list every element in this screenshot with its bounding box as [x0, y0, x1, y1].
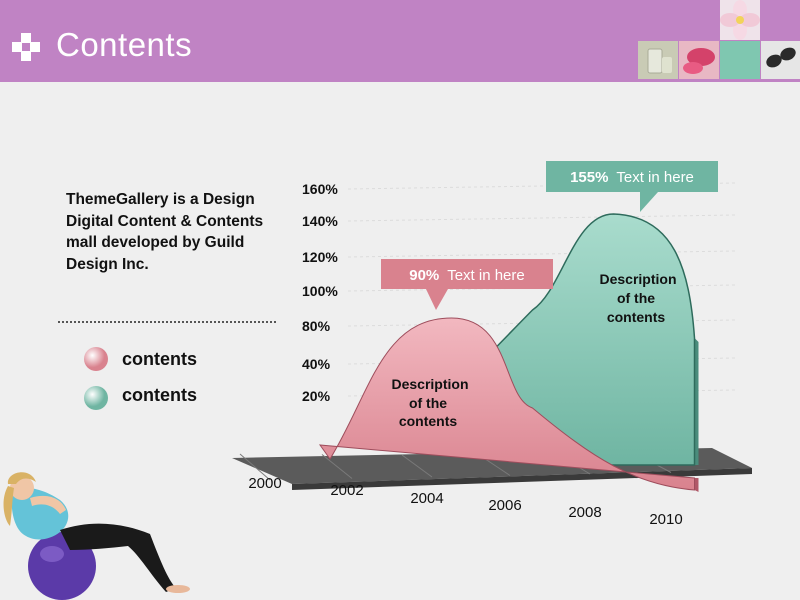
x-tick-label: 2004: [410, 490, 443, 507]
floor-gridline: [401, 454, 433, 478]
x-tick-label: 2000: [248, 475, 281, 492]
callout-teal-value: 155%: [570, 169, 608, 186]
gridline: [347, 250, 736, 258]
callout-teal: 155% Text in here: [546, 161, 718, 212]
floor-gridline: [321, 454, 353, 479]
fruit-photo-icon: [679, 41, 719, 79]
annotation-pink-line-1: Description: [391, 376, 468, 392]
gridline: [347, 214, 736, 222]
y-tick-label: 120%: [302, 249, 338, 265]
flower-photo-icon: [720, 0, 760, 40]
fitness-woman-illustration: [3, 472, 190, 600]
annotation-pink-line-2: of the: [409, 395, 447, 411]
legend-marker-pink: [84, 347, 108, 371]
legend-marker-teal: [84, 386, 108, 410]
legend-label-teal: contents: [122, 385, 198, 405]
y-tick-label: 140%: [302, 213, 338, 229]
legend-label-pink: contents: [122, 349, 198, 369]
y-tick-label: 100%: [302, 283, 338, 299]
callout-pink-box: [381, 259, 553, 310]
series-pink-side: [694, 478, 699, 492]
annotation-teal-line-2: of the: [617, 290, 655, 306]
teal-square-icon: [720, 41, 760, 79]
callout-teal-box: [546, 161, 718, 212]
annotation-teal-line-3: contents: [607, 309, 666, 325]
annotation-teal: Description of the contents: [599, 271, 676, 325]
sunglasses-photo-icon: [761, 41, 800, 79]
drink-glass-photo-icon: [638, 41, 678, 79]
series-teal-side: [694, 338, 699, 465]
y-tick-label: 80%: [302, 318, 331, 334]
x-tick-label: 2010: [649, 511, 682, 528]
x-tick-label: 2008: [568, 504, 601, 521]
intro-paragraph: ThemeGallery is a Design Digital Content…: [66, 191, 264, 273]
annotation-pink: Description of the contents: [391, 376, 468, 429]
dotted-divider: [58, 321, 276, 323]
callout-pink-value: 90%: [409, 267, 439, 284]
gridline: [347, 182, 736, 190]
y-tick-label: 160%: [302, 181, 338, 197]
plus-cross-icon: [12, 33, 40, 61]
callout-teal-text: Text in here: [616, 169, 694, 186]
header-bar: Contents: [0, 0, 800, 82]
callout-pink: 90% Text in here: [381, 259, 553, 310]
callout-pink-text: Text in here: [447, 267, 525, 284]
annotation-teal-line-1: Description: [599, 271, 676, 287]
x-tick-label: 2002: [330, 482, 363, 499]
y-tick-label: 20%: [302, 388, 331, 404]
floor-gridline: [239, 453, 271, 481]
x-tick-label: 2006: [488, 497, 521, 514]
svg-text:155% Text in here: 155% Text in here: [570, 169, 694, 186]
series-teal-area: [470, 213, 696, 466]
series-pink-area: [318, 317, 695, 491]
page-title: Contents: [56, 26, 193, 63]
annotation-pink-line-3: contents: [399, 413, 458, 429]
y-tick-label: 40%: [302, 356, 331, 372]
svg-text:90% Text in here: 90% Text in here: [409, 267, 524, 284]
